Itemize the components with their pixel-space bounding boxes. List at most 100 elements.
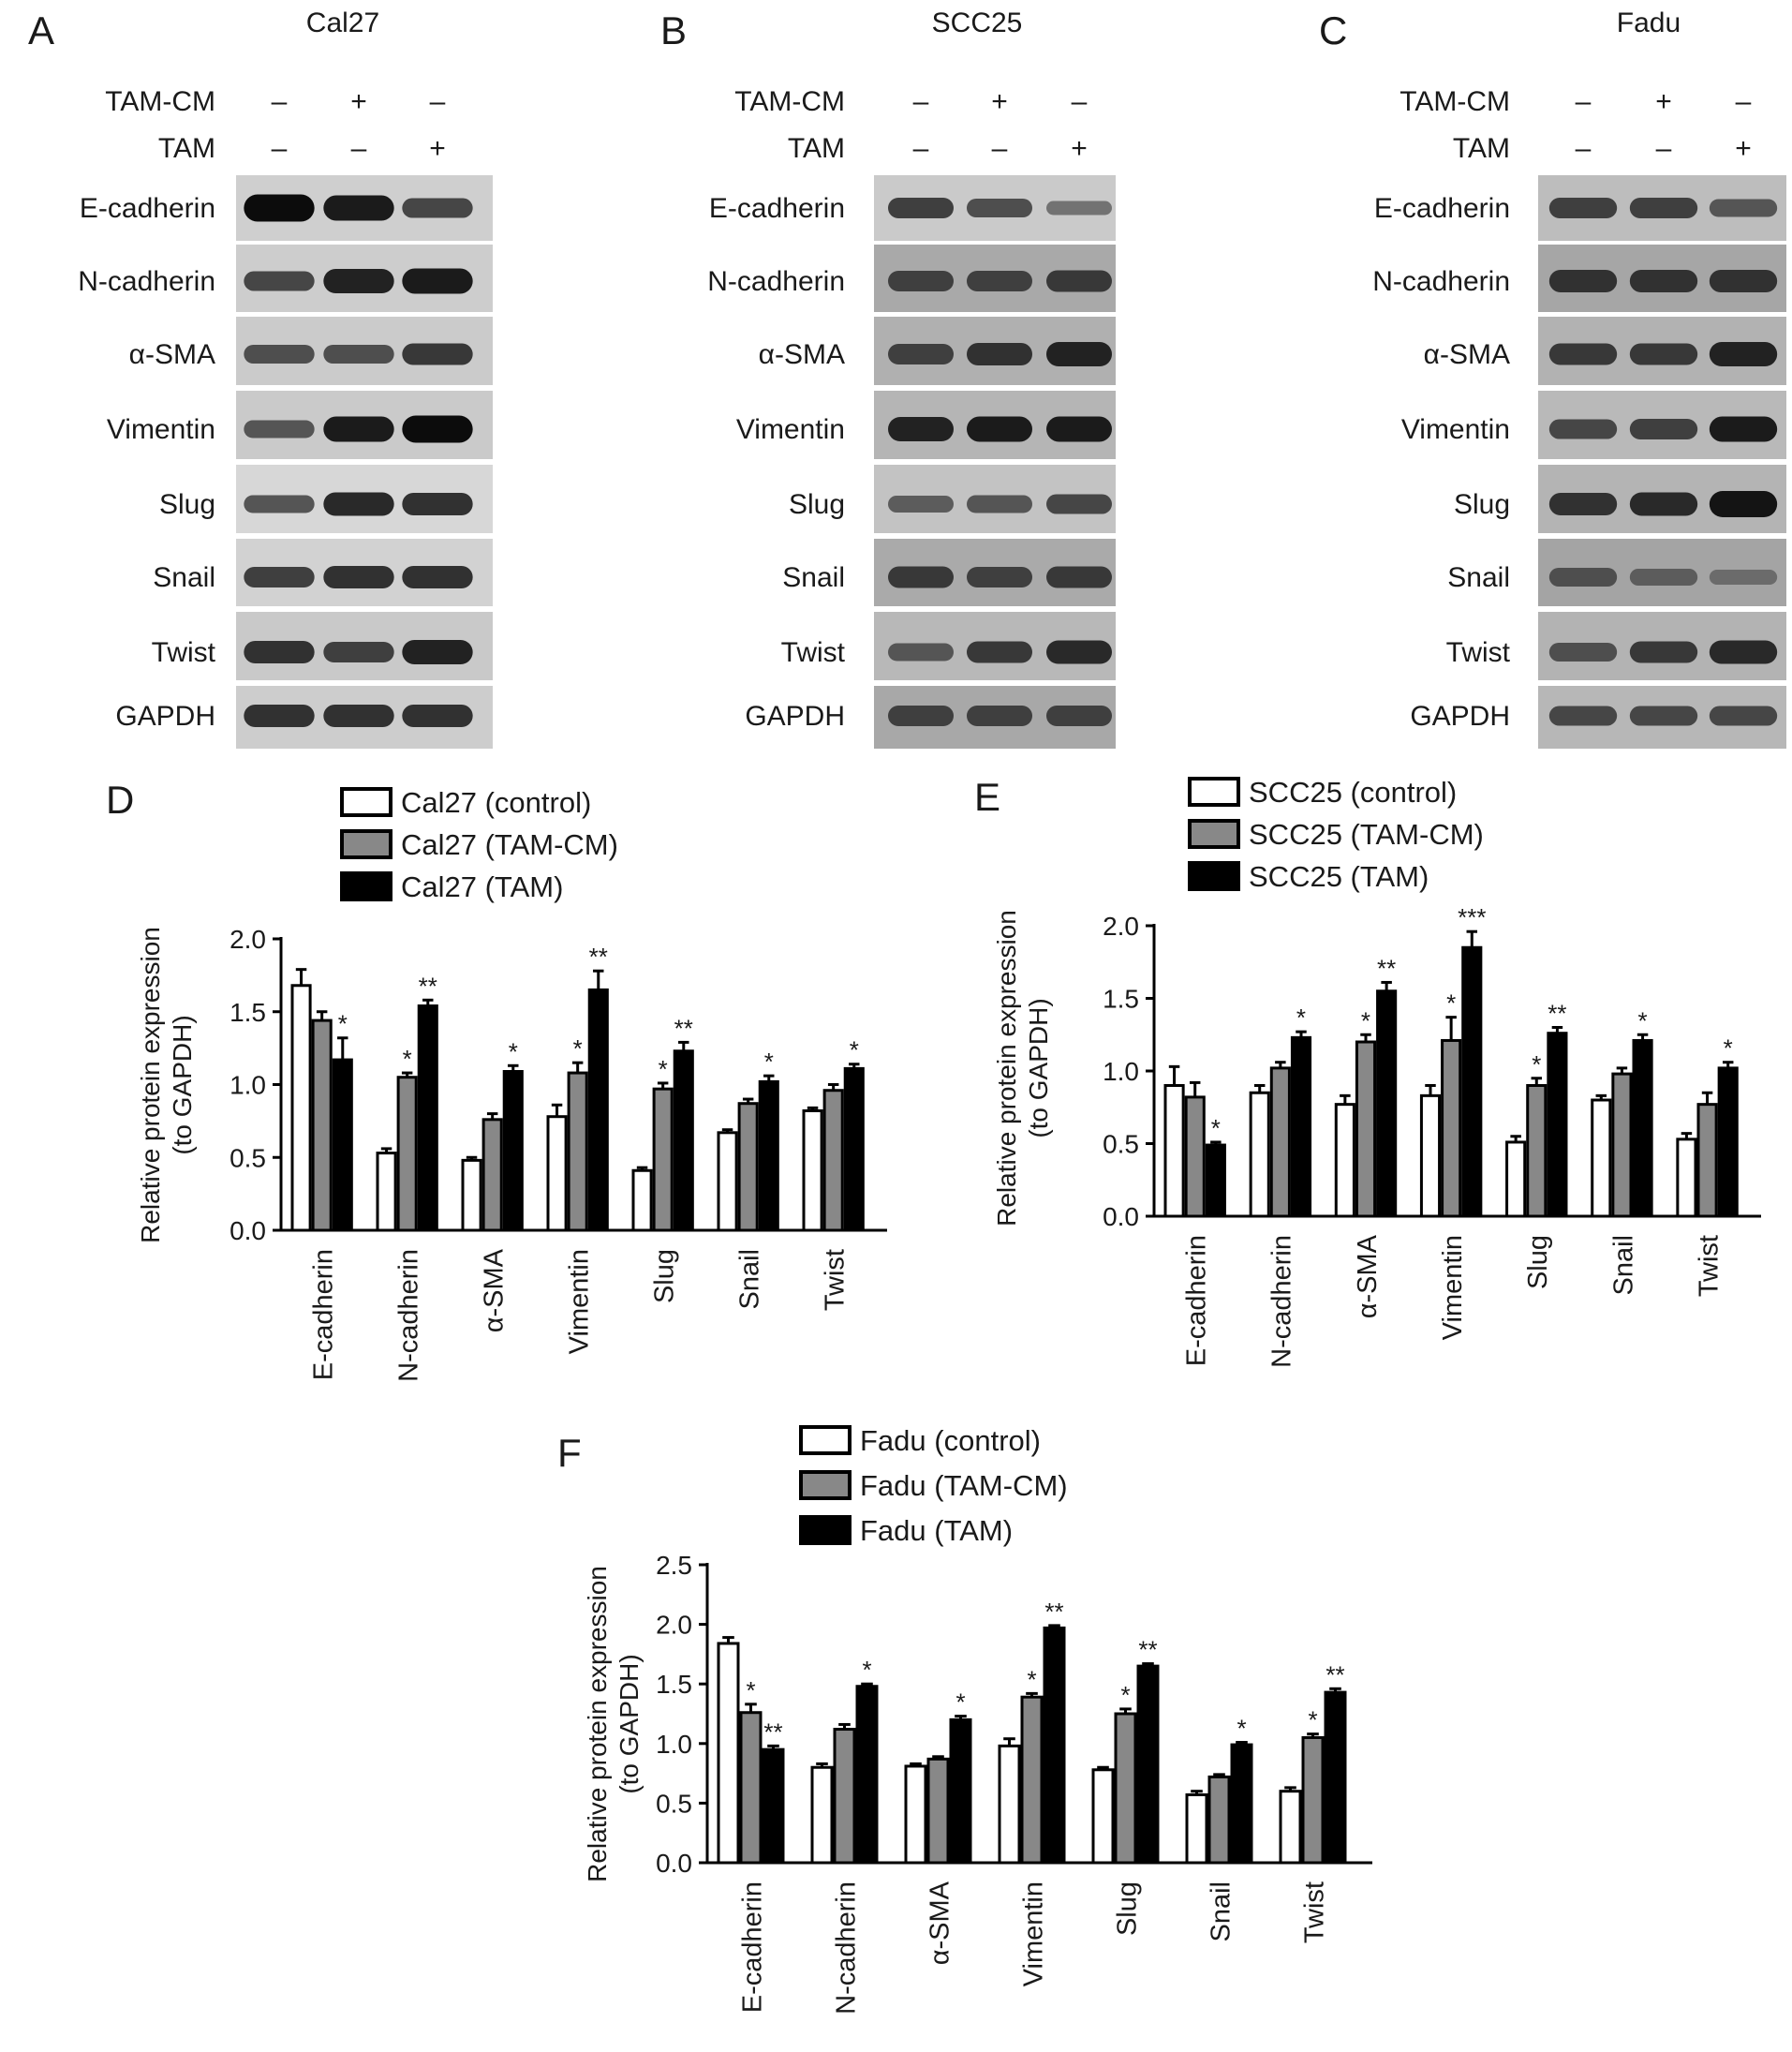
legend-swatch xyxy=(799,1515,852,1545)
legend-swatch xyxy=(340,829,392,859)
protein-band xyxy=(323,345,394,364)
bar xyxy=(631,1168,653,1232)
bar xyxy=(1301,1735,1325,1865)
y-axis-title: Relative protein expression (to GAPDH) xyxy=(992,910,1053,1227)
y-tick-label: 2.5 xyxy=(656,1551,692,1580)
x-tick-label: N-cadherin xyxy=(832,1881,862,2015)
bar xyxy=(1279,1790,1302,1865)
panel-letter: D xyxy=(106,778,134,822)
protein-band xyxy=(1548,343,1618,365)
bar xyxy=(822,1089,844,1232)
bar xyxy=(762,1747,785,1865)
significance-marker: * xyxy=(1308,1706,1317,1734)
significance-marker: * xyxy=(1446,989,1456,1018)
treatment-sign: + xyxy=(350,86,367,117)
x-tick-label: E-cadherin xyxy=(738,1881,768,2013)
band-label: Slug xyxy=(1454,489,1510,520)
significance-marker: * xyxy=(1120,1681,1130,1709)
bar xyxy=(417,1004,438,1232)
x-tick-label: E-cadherin xyxy=(308,1249,338,1380)
bar xyxy=(717,1642,740,1865)
protein-band xyxy=(402,198,473,218)
panel-letter: B xyxy=(660,8,687,52)
bar xyxy=(1632,1038,1653,1218)
protein-band xyxy=(1709,491,1778,517)
bar xyxy=(1547,1032,1568,1218)
protein-band xyxy=(1548,198,1618,218)
bar xyxy=(376,1152,397,1232)
protein-band xyxy=(888,271,954,291)
band-label: E-cadherin xyxy=(1374,193,1510,224)
treatment-sign: – xyxy=(351,133,367,164)
protein-band xyxy=(244,271,315,291)
significance-marker: * xyxy=(1724,1034,1733,1063)
legend-label: Cal27 (TAM-CM) xyxy=(401,828,618,861)
band-label: GAPDH xyxy=(115,701,215,732)
significance-marker: ** xyxy=(1044,1598,1063,1626)
y-axis-title: Relative protein expression (to GAPDH) xyxy=(136,927,197,1243)
protein-band xyxy=(323,642,394,662)
treatment-sign: – xyxy=(913,133,929,164)
significance-marker: * xyxy=(1237,1715,1246,1743)
bar xyxy=(1376,989,1398,1218)
band-label: Slug xyxy=(789,489,845,520)
x-tick-label: Vimentin xyxy=(1438,1235,1468,1340)
bar xyxy=(1419,1093,1442,1218)
legend-swatch xyxy=(1188,819,1240,849)
y-tick-label: 0.5 xyxy=(656,1789,692,1818)
y-tick-label: 1.0 xyxy=(230,1071,266,1100)
protein-band xyxy=(967,199,1032,217)
significance-marker: * xyxy=(573,1034,583,1063)
legend-swatch xyxy=(1188,861,1240,891)
bar xyxy=(1163,1084,1185,1218)
bar xyxy=(1136,1664,1160,1865)
y-axis-title-line: (to GAPDH) xyxy=(168,1015,197,1154)
bar xyxy=(396,1076,418,1232)
significance-marker: * xyxy=(338,1010,348,1038)
blot-panel-B: B SCC25 TAM-CM – + – TAM – – + E-cadherin N-cadheri… xyxy=(660,7,1116,749)
protein-band xyxy=(888,643,954,662)
bar xyxy=(1591,1098,1612,1218)
significance-marker: * xyxy=(1638,1006,1648,1034)
x-tick-label: Slug xyxy=(1113,1881,1143,1936)
significance-marker: * xyxy=(1361,1006,1370,1034)
cell-line-title: SCC25 xyxy=(932,7,1023,38)
bar xyxy=(1020,1695,1044,1865)
x-tick-label: α-SMA xyxy=(1353,1234,1383,1318)
protein-band xyxy=(1548,643,1618,662)
protein-band xyxy=(1046,566,1112,588)
legend-label: SCC25 (TAM-CM) xyxy=(1249,818,1484,851)
y-tick-label: 1.5 xyxy=(1103,985,1139,1014)
cell-line-title: Fadu xyxy=(1617,7,1681,38)
protein-band xyxy=(1046,416,1112,442)
y-tick-label: 1.0 xyxy=(656,1730,692,1759)
protein-band xyxy=(402,566,473,588)
protein-band xyxy=(1629,569,1698,586)
protein-band xyxy=(402,640,473,664)
x-tick-label: Slug xyxy=(1523,1235,1553,1289)
y-axis-title-line: Relative protein expression xyxy=(583,1566,612,1882)
bar xyxy=(1461,945,1483,1218)
significance-marker: ** xyxy=(589,943,608,971)
band-label: Twist xyxy=(1446,637,1511,668)
bar xyxy=(1269,1066,1291,1218)
panel-letter: E xyxy=(974,775,1000,819)
treatment-sign: + xyxy=(991,86,1008,117)
treatment-label: TAM xyxy=(788,133,845,164)
legend-swatch xyxy=(340,871,392,901)
x-tick-label: Twist xyxy=(1300,1881,1330,1943)
protein-band xyxy=(1548,419,1618,439)
significance-marker: * xyxy=(1296,1004,1306,1032)
significance-marker: * xyxy=(764,1048,774,1076)
protein-band xyxy=(1046,201,1112,216)
band-label: α-SMA xyxy=(129,339,215,370)
protein-band xyxy=(323,492,394,516)
bar-chart-F: F Fadu (control) Fadu (TAM-CM) Fadu (TAM) 0.… xyxy=(557,1424,1372,2015)
bar xyxy=(1355,1040,1377,1218)
bar-chart-D: D Cal27 (control) Cal27 (TAM-CM) Cal27 (TAM… xyxy=(106,778,887,1382)
band-label: N-cadherin xyxy=(707,266,845,297)
x-tick-label: α-SMA xyxy=(479,1248,509,1332)
bar xyxy=(567,1071,588,1232)
panel-letter: F xyxy=(557,1431,582,1475)
legend-label: Fadu (control) xyxy=(860,1424,1041,1457)
